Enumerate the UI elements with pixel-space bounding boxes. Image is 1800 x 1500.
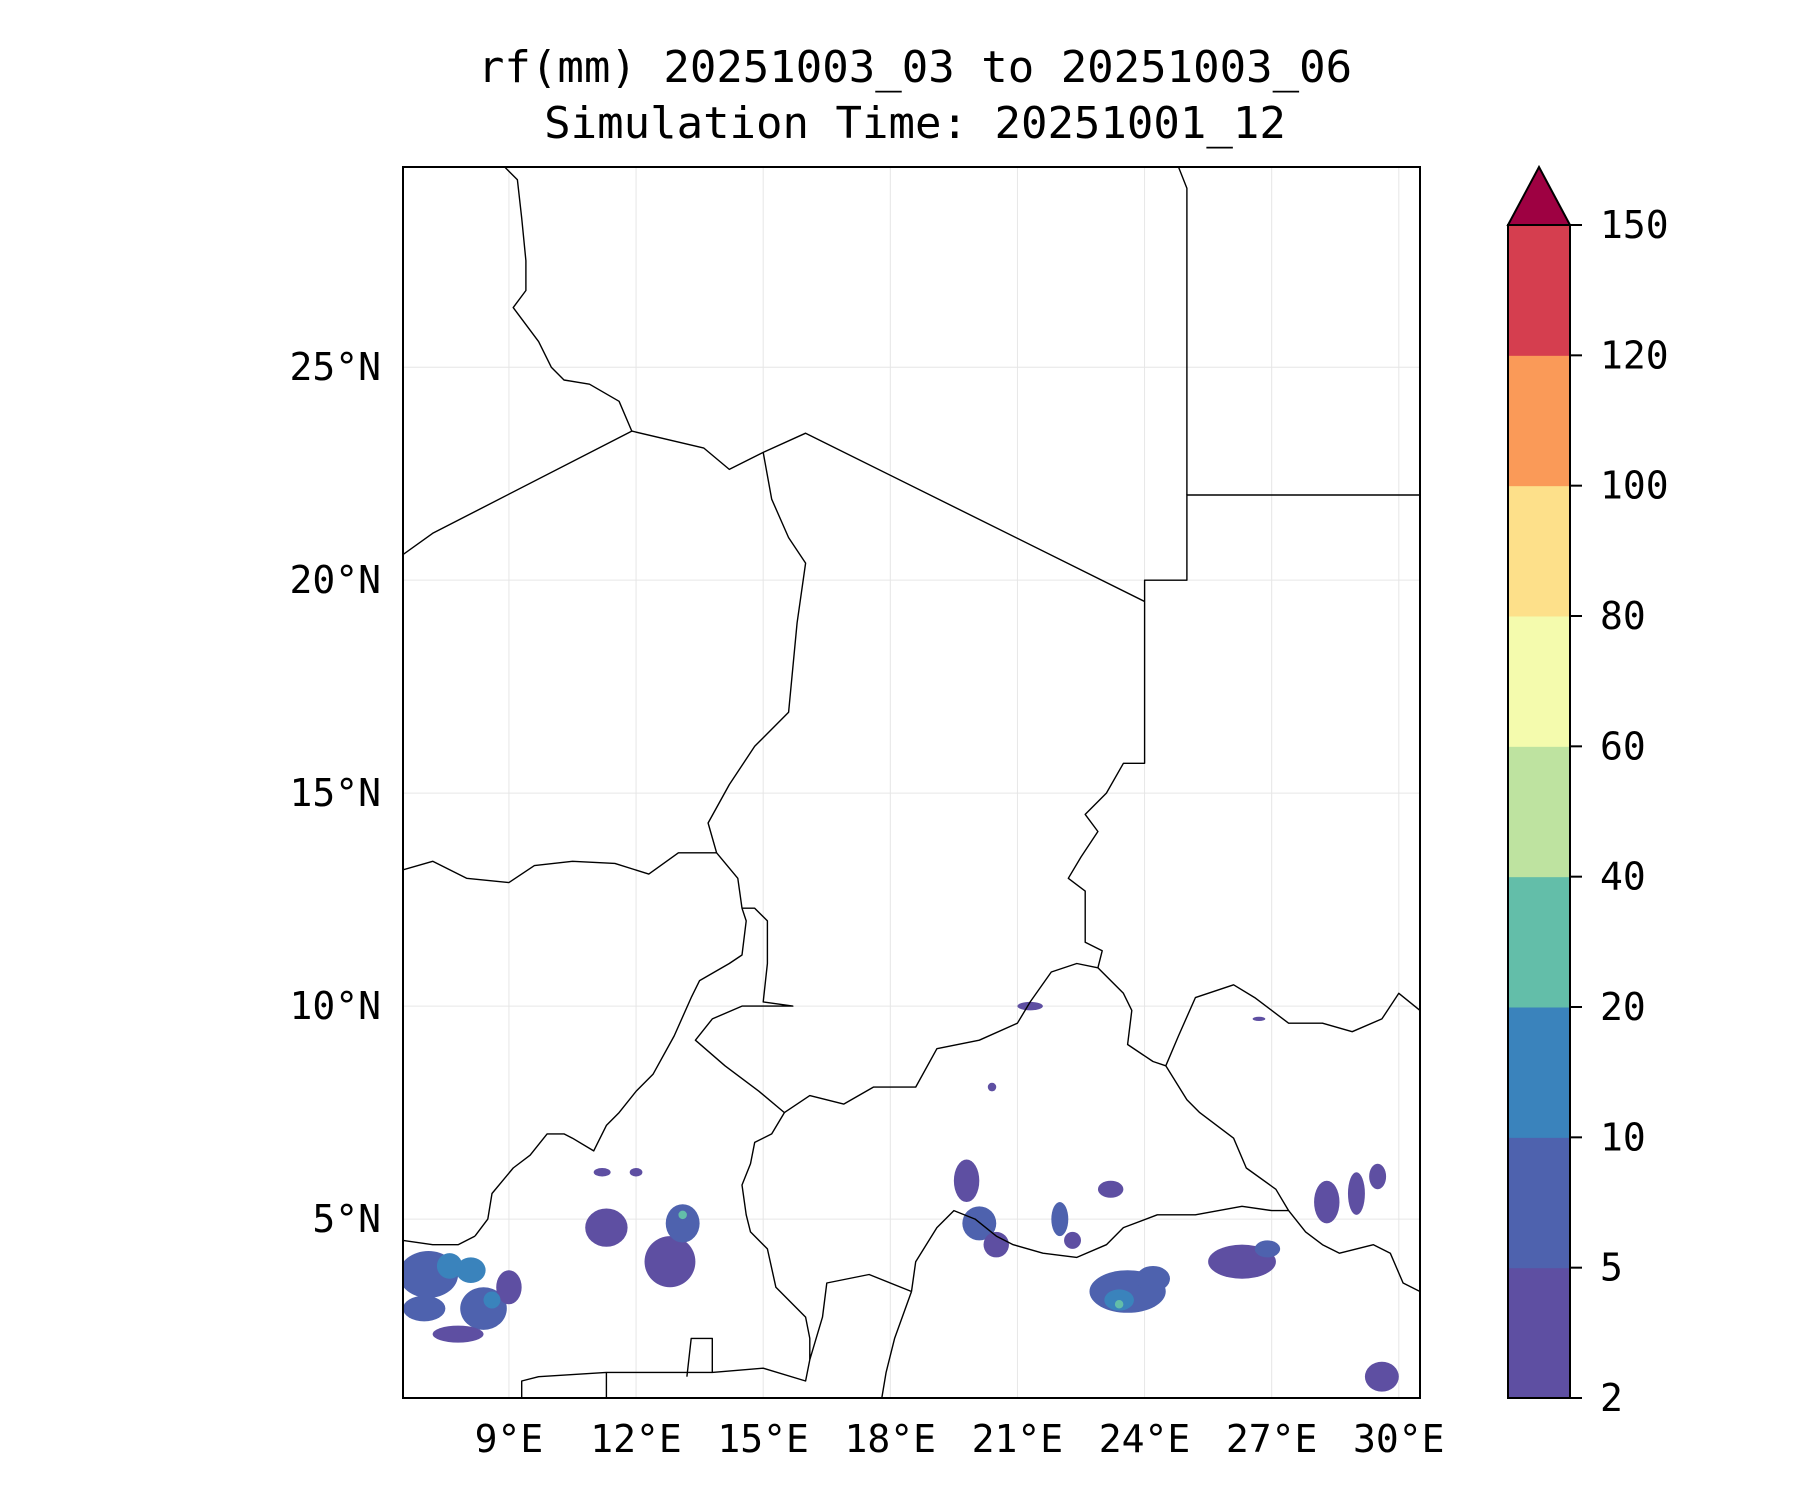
rainfall-cell bbox=[1064, 1231, 1081, 1249]
colorbar-segment bbox=[1508, 1137, 1570, 1269]
rainfall-cell bbox=[436, 1253, 463, 1279]
rainfall-cell bbox=[455, 1257, 486, 1283]
rainfall-cell bbox=[1104, 1289, 1134, 1311]
rainfall-cell bbox=[585, 1208, 628, 1247]
border-line bbox=[910, 1205, 1420, 1293]
rainfall-cell bbox=[1369, 1163, 1387, 1190]
border-line bbox=[1165, 984, 1420, 1067]
rainfall-cell bbox=[1347, 1172, 1365, 1215]
border-line bbox=[403, 1235, 476, 1246]
colorbar-tick-label: 40 bbox=[1600, 855, 1646, 899]
border-line bbox=[474, 452, 807, 1237]
border-line bbox=[881, 1291, 913, 1398]
map-area: 9°E 12°E 15°E 18°E 21°E 24°E 27°E 30°E 5°N 10°N 15… bbox=[289, 166, 1445, 1461]
figure-title-line2: Simulation Time: 20251001_12 bbox=[544, 98, 1286, 149]
border-line bbox=[809, 1273, 912, 1360]
rainfall-cell bbox=[678, 1210, 687, 1220]
map-background bbox=[403, 167, 1420, 1398]
rainfall-cell bbox=[593, 1167, 611, 1177]
rainfall-cell bbox=[1136, 1265, 1170, 1292]
rainfall-cell bbox=[629, 1167, 643, 1177]
colorbar-segment bbox=[1508, 1007, 1570, 1138]
border-line bbox=[521, 907, 811, 1398]
rainfall-cell bbox=[953, 1159, 980, 1203]
colorbar-tick-label: 60 bbox=[1600, 724, 1646, 768]
colorbar-tick-label: 20 bbox=[1600, 985, 1646, 1029]
rainfall-layer bbox=[403, 1001, 1399, 1392]
border-line bbox=[1067, 601, 1146, 968]
rainfall-cell bbox=[1254, 1240, 1281, 1258]
lat-tick-label: 25°N bbox=[289, 345, 381, 389]
lon-tick-label: 18°E bbox=[845, 1417, 937, 1461]
border-line bbox=[403, 852, 717, 884]
lon-tick-label: 12°E bbox=[590, 1417, 682, 1461]
rainfall-cell bbox=[1364, 1361, 1399, 1392]
rainfall-cell bbox=[496, 1270, 522, 1305]
lon-tick-label: 24°E bbox=[1099, 1417, 1191, 1461]
lon-tick-label: 30°E bbox=[1353, 1417, 1445, 1461]
rainfall-cell bbox=[1017, 1001, 1043, 1011]
colorbar-segment bbox=[1508, 616, 1570, 747]
border-line bbox=[504, 167, 633, 432]
colorbar-tick-label: 5 bbox=[1600, 1246, 1623, 1290]
border-line bbox=[1143, 494, 1420, 602]
colorbar-frame bbox=[1507, 224, 1571, 1399]
country-borders bbox=[403, 167, 1420, 1398]
colorbar-tick-label: 10 bbox=[1600, 1115, 1646, 1159]
map-frame bbox=[402, 166, 1421, 1399]
rainfall-cell bbox=[983, 1231, 1009, 1258]
colorbar-segment bbox=[1508, 485, 1570, 617]
rainfall-cell bbox=[1097, 1180, 1124, 1198]
rainfall-cell bbox=[665, 1204, 700, 1243]
figure-title-line1: rf(mm) 20251003_03 to 20251003_06 bbox=[477, 42, 1353, 93]
lon-tick-label: 27°E bbox=[1226, 1417, 1318, 1461]
colorbar-segment bbox=[1508, 225, 1570, 356]
colorbar-tick-label: 2 bbox=[1600, 1376, 1623, 1420]
colorbar-segment bbox=[1508, 355, 1570, 487]
lon-tick-label: 15°E bbox=[717, 1417, 809, 1461]
rainfall-cell bbox=[403, 1295, 446, 1322]
border-line bbox=[403, 430, 1145, 603]
colorbar-extend-triangle bbox=[1506, 164, 1572, 226]
rainfall-cell bbox=[1114, 1300, 1124, 1309]
rainfall-cell bbox=[644, 1236, 696, 1288]
colorbar-tick-label: 120 bbox=[1600, 333, 1669, 377]
lat-tick-label: 10°N bbox=[289, 984, 381, 1028]
colorbar: 2 5 10 20 40 60 80 100 120 150 bbox=[1506, 164, 1669, 1420]
rainfall-cell bbox=[483, 1291, 501, 1309]
rainfall-cell bbox=[1314, 1180, 1340, 1224]
colorbar-tick-label: 80 bbox=[1600, 594, 1646, 638]
lon-tick-label: 21°E bbox=[972, 1417, 1064, 1461]
border-line bbox=[1177, 167, 1188, 495]
colorbar-segment bbox=[1508, 746, 1570, 878]
lat-tick-label: 5°N bbox=[312, 1197, 381, 1241]
gridlines bbox=[403, 167, 1420, 1398]
colorbar-tick-label: 100 bbox=[1600, 464, 1669, 508]
border-line bbox=[686, 1337, 713, 1377]
lat-tick-label: 20°N bbox=[289, 558, 381, 602]
lat-tick-label: 15°N bbox=[289, 771, 381, 815]
lon-tick-label: 9°E bbox=[475, 1417, 544, 1461]
rainfall-cell bbox=[1051, 1202, 1069, 1237]
rainfall-cell bbox=[987, 1082, 997, 1092]
rainfall-cell bbox=[1252, 1016, 1266, 1022]
colorbar-segment bbox=[1508, 876, 1570, 1008]
colorbar-segment bbox=[1508, 1267, 1570, 1399]
colorbar-tick-label: 150 bbox=[1600, 203, 1669, 247]
rainfall-cell bbox=[432, 1325, 484, 1343]
